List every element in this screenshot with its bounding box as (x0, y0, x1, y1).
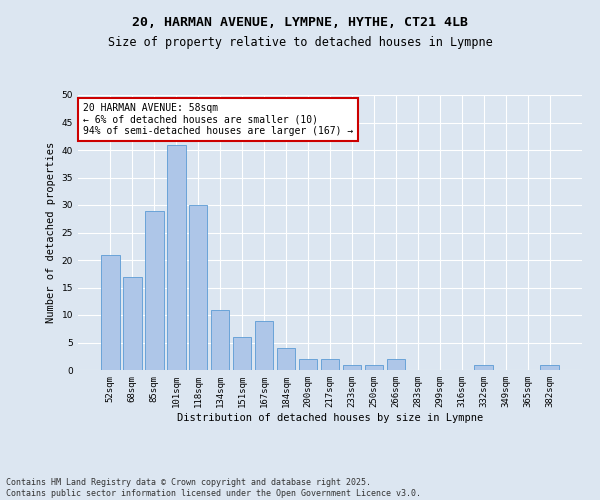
Bar (255, 320, 274, 370)
Bar (386, 359, 405, 370)
Bar (299, 359, 317, 370)
Bar (365, 364, 383, 370)
Text: 20, HARMAN AVENUE, LYMPNE, HYTHE, CT21 4LB: 20, HARMAN AVENUE, LYMPNE, HYTHE, CT21 4… (132, 16, 468, 29)
Text: Contains HM Land Registry data © Crown copyright and database right 2025.
Contai: Contains HM Land Registry data © Crown c… (6, 478, 421, 498)
Text: 20 HARMAN AVENUE: 58sqm
← 6% of detached houses are smaller (10)
94% of semi-det: 20 HARMAN AVENUE: 58sqm ← 6% of detached… (83, 104, 353, 136)
Bar (277, 348, 295, 370)
Bar (475, 364, 493, 370)
Bar (233, 337, 251, 370)
Bar (101, 254, 119, 370)
Bar (123, 276, 142, 370)
Bar (145, 210, 164, 370)
Bar (343, 364, 361, 370)
Bar (211, 310, 229, 370)
Text: Size of property relative to detached houses in Lympne: Size of property relative to detached ho… (107, 36, 493, 49)
X-axis label: Distribution of detached houses by size in Lympne: Distribution of detached houses by size … (177, 412, 483, 422)
Y-axis label: Number of detached properties: Number of detached properties (46, 142, 56, 323)
Bar (167, 144, 185, 370)
Bar (320, 359, 340, 370)
Bar (541, 364, 559, 370)
Bar (189, 205, 208, 370)
